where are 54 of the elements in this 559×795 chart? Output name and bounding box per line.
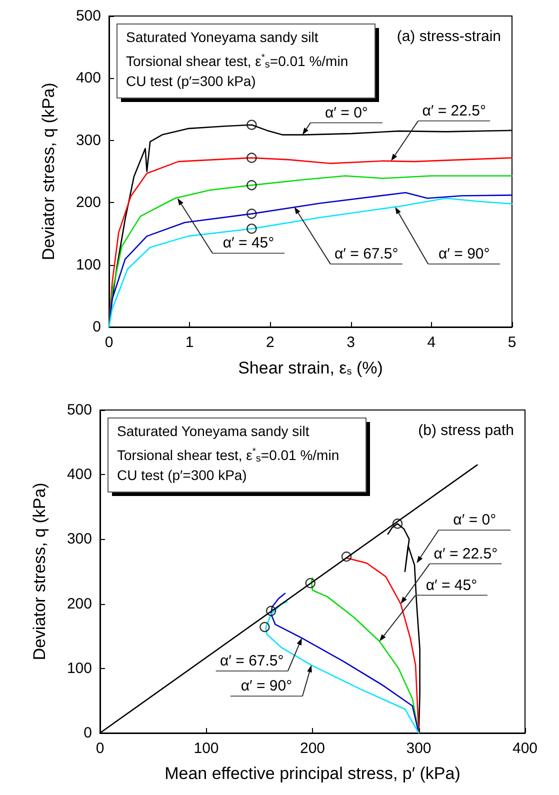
y-tick-label: 400 (66, 466, 92, 484)
line-series (310, 577, 420, 734)
y-tick-label: 300 (66, 530, 92, 548)
point (246, 120, 257, 130)
annotation: CU test (p′=300 kPa) (117, 467, 247, 483)
point (260, 622, 270, 632)
annotation: Saturated Yoneyama sandy silt (126, 29, 318, 45)
y-tick-label: 500 (66, 402, 92, 418)
annotation: Saturated Yoneyama sandy silt (117, 423, 310, 439)
annotation: α′ = 45° (426, 576, 478, 594)
x-tick-label: 1 (185, 334, 194, 351)
y-tick-label: 400 (76, 70, 101, 87)
annotation: α′ = 90° (240, 678, 292, 695)
y-tick-label: 500 (76, 8, 101, 24)
y-tick-label: 0 (92, 318, 101, 336)
annotation: α′ = 0° (324, 104, 368, 122)
x-tick-label: 400 (512, 740, 538, 757)
annotation: α′ = 22.5° (422, 102, 486, 120)
x-tick-label: 0 (104, 334, 114, 351)
x-tick-label: 4 (427, 334, 436, 351)
point (246, 152, 257, 163)
y-tick-label: 200 (76, 194, 101, 212)
y-tick-label: 100 (66, 660, 92, 677)
annotation: α′ = 45° (222, 234, 274, 252)
x-axis-title: Shear strain, εs (%) (238, 358, 383, 378)
point (266, 606, 276, 616)
point (246, 224, 257, 234)
text: (a) stress-strain (396, 28, 502, 45)
y-axis-title: Deviator stress, q (kPa) (30, 482, 49, 660)
line-series (346, 557, 420, 734)
annotation: CU test (p′=300 kPa) (126, 73, 256, 89)
point (392, 518, 403, 529)
point (305, 578, 316, 588)
annotation: α′ = 0° (453, 512, 496, 529)
x-tick-label: 2 (266, 334, 274, 351)
text: (b) stress path (418, 422, 514, 439)
x-tick-label: 300 (406, 740, 432, 757)
point (341, 552, 352, 562)
y-tick-label: 200 (66, 595, 92, 612)
x-axis-title: Mean effective principal stress, p′ (kPa) (164, 764, 460, 783)
x-tick-label: 100 (194, 740, 219, 757)
point (246, 180, 257, 190)
annotation: α′ = 67.5° (220, 652, 284, 670)
annotation: α′ = 67.5° (334, 245, 398, 262)
y-axis-title: Deviator stress, q (kPa) (39, 82, 58, 260)
annotation: α′ = 22.5° (434, 545, 498, 562)
y-tick-label: 300 (76, 132, 101, 149)
y-tick-label: 0 (84, 724, 92, 742)
x-tick-label: 3 (346, 334, 355, 351)
x-tick-label: 200 (300, 740, 326, 757)
y-tick-label: 100 (76, 256, 101, 274)
x-tick-label: 5 (508, 334, 516, 351)
point (246, 208, 257, 219)
annotation: α′ = 90° (438, 245, 490, 262)
